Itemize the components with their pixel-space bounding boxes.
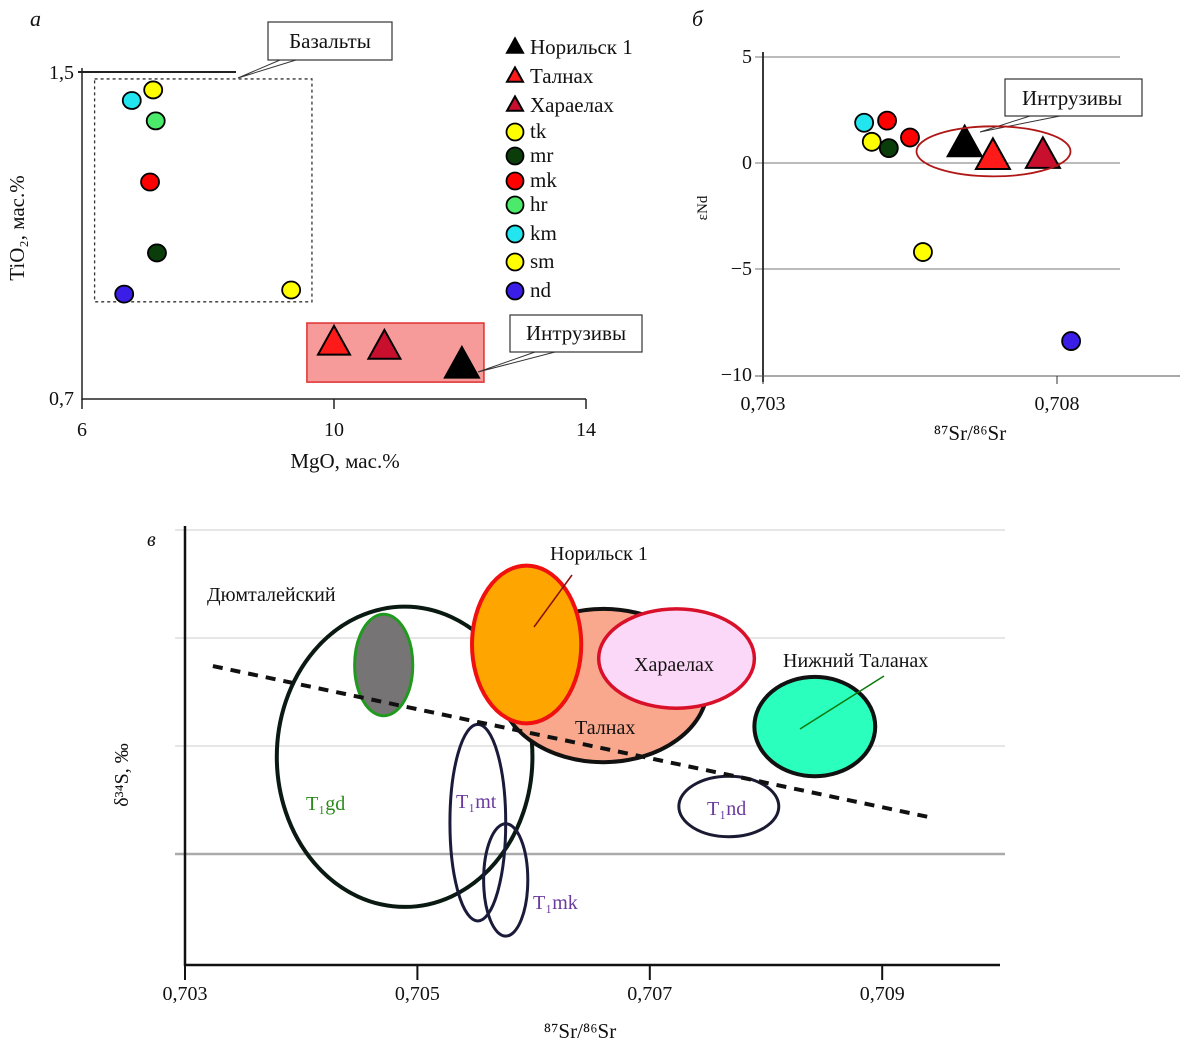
panel-label: б bbox=[692, 6, 704, 31]
point-triangle bbox=[945, 123, 984, 158]
legend-label: Норильск 1 bbox=[530, 35, 633, 59]
nizhny-talanakh-leader-line bbox=[799, 675, 885, 730]
intrusions-ellipse bbox=[915, 125, 1072, 178]
legend-marker-circle bbox=[505, 122, 525, 142]
y-axis-label: TiO₂, мас.% bbox=[5, 175, 29, 280]
panel-label: а bbox=[30, 6, 41, 31]
basalts-callout-box bbox=[267, 21, 393, 61]
point-triangle bbox=[974, 136, 1012, 170]
basalts-callout-leader bbox=[237, 59, 297, 79]
intrusions-callout-text: Интрузивы bbox=[526, 321, 626, 345]
norilsk-leader-line bbox=[533, 574, 573, 628]
x-tick-label: 0,707 bbox=[627, 983, 672, 1005]
legend-marker-circle bbox=[505, 195, 525, 215]
label-talnakh: Талнах bbox=[575, 717, 635, 739]
field-t1gd-core bbox=[353, 612, 415, 718]
point-triangle bbox=[1024, 135, 1062, 169]
x-tick-label: 0,703 bbox=[163, 983, 208, 1005]
x-tick-label: 14 bbox=[576, 419, 596, 441]
label-t1mt: T₁mt bbox=[456, 791, 497, 813]
legend-label: km bbox=[530, 221, 557, 245]
trend-line-dashed bbox=[212, 664, 931, 820]
label-t1mk: T₁mk bbox=[533, 892, 578, 914]
point-circle bbox=[121, 91, 142, 110]
point-circle bbox=[878, 138, 899, 159]
point-circle bbox=[854, 112, 875, 133]
y-tick-label: 1,5 bbox=[49, 62, 74, 84]
x-tick-label: 10 bbox=[324, 419, 344, 441]
legend-marker-circle bbox=[505, 146, 525, 166]
x-tick-label: 0,709 bbox=[860, 983, 905, 1005]
legend-label: Хараелах bbox=[530, 93, 614, 117]
point-triangle bbox=[316, 323, 352, 356]
point-circle bbox=[140, 172, 160, 192]
basalts-region bbox=[93, 78, 313, 303]
y-tick-label: −10 bbox=[721, 364, 752, 386]
legend-marker-triangle bbox=[505, 94, 525, 112]
legend-marker-circle bbox=[505, 252, 525, 272]
intrusions-callout-box bbox=[1004, 78, 1143, 117]
field-dyumtaleysky bbox=[274, 604, 535, 909]
y-axis-label: δ³⁴S, ‰ bbox=[111, 743, 133, 807]
y-tick-label: 0,7 bbox=[49, 388, 74, 410]
legend-label: hr bbox=[530, 192, 548, 216]
point-triangle bbox=[366, 327, 403, 360]
point-circle bbox=[281, 280, 302, 300]
field-t1mk bbox=[482, 822, 530, 938]
intrusions-callout-box bbox=[509, 314, 643, 353]
point-circle bbox=[877, 110, 897, 131]
point-circle bbox=[114, 284, 135, 304]
intrusions-callout-leader bbox=[477, 351, 556, 373]
x-tick-label: 6 bbox=[77, 419, 87, 441]
label-t1gd: T₁gd bbox=[306, 793, 345, 815]
field-kharaelakh bbox=[596, 607, 757, 710]
x-axis-label: MgO, мас.% bbox=[290, 449, 399, 473]
field-nizhny-talanakh bbox=[752, 674, 878, 779]
field-t1mt bbox=[448, 722, 508, 923]
legend-label: tk bbox=[530, 119, 547, 143]
x-tick-label: 0,705 bbox=[395, 983, 440, 1005]
legend-label: Талнах bbox=[530, 64, 594, 88]
point-triangle bbox=[443, 344, 481, 379]
point-circle bbox=[861, 131, 882, 152]
legend-label: nd bbox=[530, 278, 552, 302]
legend-marker-circle bbox=[505, 171, 525, 191]
y-tick-label: −5 bbox=[731, 258, 752, 280]
point-circle bbox=[147, 243, 167, 263]
y-axis-label: εNd bbox=[695, 195, 711, 220]
x-axis-label: ⁸⁷Sr/⁸⁶Sr bbox=[544, 1019, 616, 1043]
label-dyumtaleysky: Дюмталейский bbox=[207, 584, 336, 606]
label-nizhny-talanakh: Нижний Таланах bbox=[783, 650, 928, 672]
y-tick-label: 0 bbox=[742, 152, 752, 174]
basalts-callout-text: Базальты bbox=[289, 29, 371, 53]
label-kharaelakh: Хараелах bbox=[634, 654, 714, 676]
x-axis-label: ⁸⁷Sr/⁸⁶Sr bbox=[934, 421, 1006, 445]
panel-label: в bbox=[147, 529, 156, 551]
y-tick-label: 5 bbox=[742, 46, 752, 68]
legend-marker-circle bbox=[505, 281, 525, 301]
legend-marker-triangle bbox=[505, 65, 525, 83]
panel-c-sr-s: в 0,703 0,705 0,707 0,709 ⁸⁷Sr/⁸⁶Sr δ³⁴S, ‰ Дюм… bbox=[111, 526, 1005, 1043]
panel-a-mgo-tio2: а 6 10 14 1,5 0,7 MgO, мас.% TiO₂, мас.% Базальт… bbox=[5, 6, 643, 473]
label-norilsk-1: Норильск 1 bbox=[550, 543, 648, 565]
point-circle bbox=[900, 127, 920, 148]
intrusions-callout-text: Интрузивы bbox=[1022, 86, 1122, 110]
legend-marker-circle bbox=[505, 224, 525, 244]
legend-label: mr bbox=[530, 143, 553, 167]
intrusions-callout-leader bbox=[979, 115, 1061, 133]
x-tick-label: 0,708 bbox=[1035, 393, 1080, 415]
legend-marker-triangle bbox=[505, 36, 525, 54]
panel-b-sr-nd: б 0,703 0,708 5 0 −5 −10 ⁸⁷Sr/⁸⁶Sr εNd Интрузивы bbox=[692, 6, 1180, 445]
point-circle bbox=[913, 242, 933, 262]
legend-label: mk bbox=[530, 168, 557, 192]
point-circle bbox=[1061, 331, 1082, 351]
legend-label: sm bbox=[530, 249, 555, 273]
label-t1nd: T₁nd bbox=[707, 798, 746, 820]
x-tick-label: 0,703 bbox=[741, 393, 786, 415]
point-circle bbox=[145, 111, 166, 131]
point-circle bbox=[143, 80, 164, 100]
field-norilsk-1 bbox=[470, 563, 584, 726]
